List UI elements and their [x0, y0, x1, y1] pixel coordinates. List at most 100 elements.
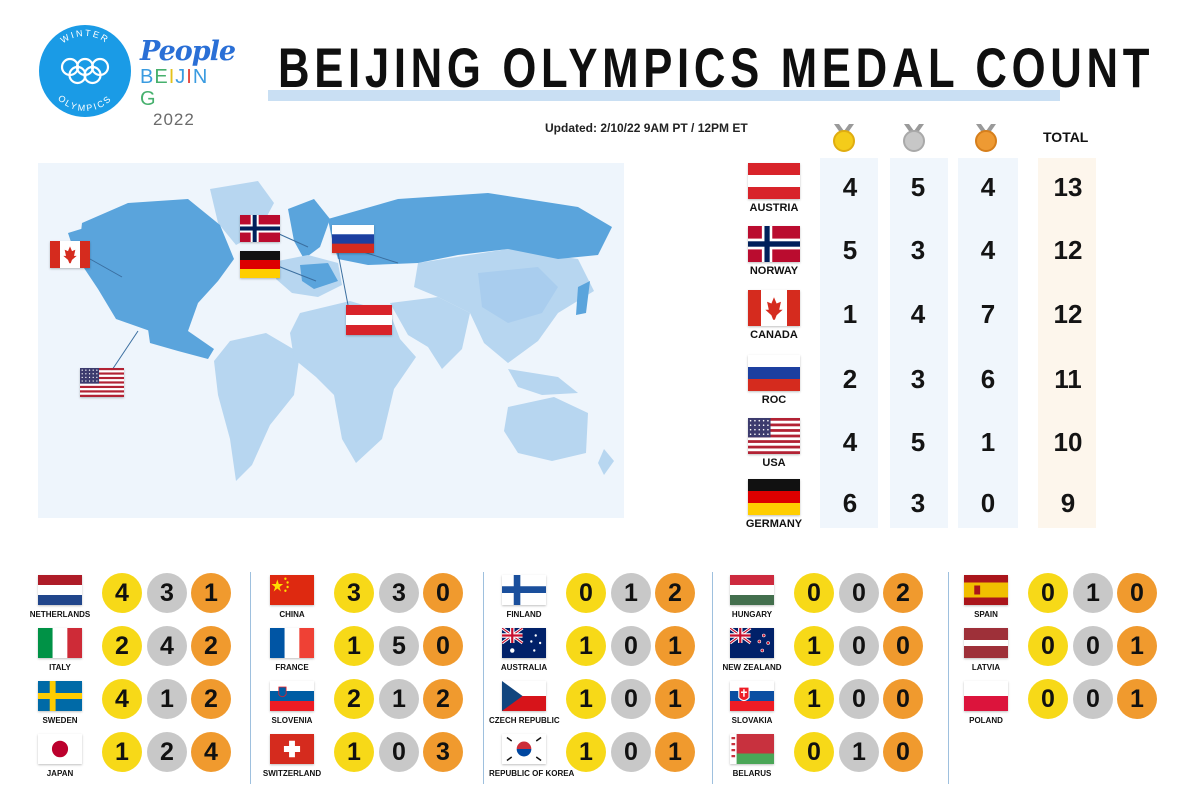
bronze-count-badge: 1 [191, 573, 231, 613]
silver-count: 3 [910, 364, 926, 394]
silver-count-badge: 0 [839, 679, 879, 719]
bronze-column-bg [958, 158, 1018, 528]
silver-count-badge: 1 [611, 573, 651, 613]
beijing-wordmark: BEIJIN G [140, 66, 220, 110]
bronze-count: 4 [980, 235, 996, 265]
gold-count-badge: 4 [102, 679, 142, 719]
bronze-count-badge: 2 [655, 573, 695, 613]
gold-count: 4 [842, 427, 858, 457]
silver-count-badge: 0 [839, 573, 879, 613]
beijing-letter: I [168, 66, 176, 88]
map-flag-austria [346, 305, 392, 335]
gold-count-badge: 0 [794, 732, 834, 772]
map-flag-usa [80, 368, 124, 397]
gold-count-badge: 1 [102, 732, 142, 772]
bronze-count-badge: 2 [191, 626, 231, 666]
bronze-count-badge: 0 [1117, 573, 1157, 613]
beijing-letter: J [175, 66, 187, 88]
country-name: LATVIA [971, 663, 1001, 672]
bronze-count-badge: 2 [883, 573, 923, 613]
flag-icon [240, 215, 280, 242]
gold-count-badge: 0 [794, 573, 834, 613]
country-flag-icon [38, 734, 82, 764]
country-name: SWITZERLAND [262, 769, 322, 778]
total-column-bg [1038, 158, 1096, 528]
country-name: CHINA [279, 610, 305, 619]
bronze-count-badge: 1 [1117, 626, 1157, 666]
country-name: NETHERLANDS [29, 610, 91, 619]
gold-count-badge: 1 [334, 626, 374, 666]
silver-count-badge: 4 [147, 626, 187, 666]
country-flag-icon [748, 418, 800, 454]
bronze-count-badge: 2 [423, 679, 463, 719]
silver-count-badge: 1 [147, 679, 187, 719]
total-header: TOTAL [1043, 129, 1089, 145]
gold-count-badge: 1 [566, 626, 606, 666]
country-flag-icon [748, 226, 800, 262]
beijing-letter: E [154, 66, 169, 88]
country-flag-icon [38, 628, 82, 658]
updated-timestamp: Updated: 2/10/22 9AM PT / 12PM ET [545, 121, 748, 135]
silver-count: 5 [910, 172, 926, 202]
bronze-count-badge: 0 [423, 626, 463, 666]
total-count: 10 [1053, 427, 1083, 457]
silver-count-badge: 0 [611, 732, 651, 772]
gold-count: 4 [842, 172, 858, 202]
gold-count: 5 [842, 235, 858, 265]
gold-count-badge: 1 [334, 732, 374, 772]
bronze-count-badge: 2 [191, 679, 231, 719]
flag-icon [332, 225, 374, 253]
silver-count-badge: 0 [1073, 626, 1113, 666]
silver-count: 4 [910, 299, 926, 329]
country-name: GERMANY [745, 518, 803, 530]
country-flag-icon [502, 734, 546, 764]
title-underline [268, 90, 1060, 101]
country-name: ROC [761, 394, 787, 406]
bronze-count-badge: 0 [423, 573, 463, 613]
silver-count-badge: 5 [379, 626, 419, 666]
silver-count-badge: 0 [611, 626, 651, 666]
bronze-count-badge: 1 [655, 626, 695, 666]
silver-count-badge: 1 [1073, 573, 1113, 613]
map-flag-canada [50, 241, 90, 268]
bronze-count-badge: 1 [655, 732, 695, 772]
column-divider [250, 572, 251, 784]
people-beijing-logo: People BEIJIN G 2022 [140, 36, 236, 130]
country-flag-icon [730, 628, 774, 658]
total-count: 12 [1053, 299, 1083, 329]
gold-count-badge: 2 [334, 679, 374, 719]
beijing-letter: G [140, 88, 157, 110]
beijing-letter: B [140, 66, 155, 88]
country-name: CZECH REPUBLIC [489, 716, 560, 725]
gold-count: 2 [842, 364, 858, 394]
column-divider [948, 572, 949, 784]
flag-icon [346, 305, 392, 335]
olympic-rings-icon [60, 57, 110, 85]
silver-count-badge: 1 [839, 732, 879, 772]
gold-count-badge: 4 [102, 573, 142, 613]
silver-column-bg [890, 158, 948, 528]
column-divider [483, 572, 484, 784]
bronze-count-badge: 4 [191, 732, 231, 772]
silver-count: 3 [910, 488, 926, 518]
silver-count: 3 [910, 235, 926, 265]
gold-count-badge: 1 [566, 679, 606, 719]
gold-count: 6 [842, 488, 858, 518]
gold-count: 1 [842, 299, 858, 329]
gold-column-bg [820, 158, 878, 528]
country-flag-icon [270, 734, 314, 764]
gold-count-badge: 0 [566, 573, 606, 613]
country-name: SWEDEN [42, 716, 78, 725]
country-name: ITALY [49, 663, 71, 672]
people-brand: People [140, 36, 236, 67]
gold-count-badge: 1 [794, 679, 834, 719]
country-flag-icon [502, 628, 546, 658]
country-flag-icon [270, 575, 314, 605]
country-name: SLOVAKIA [731, 716, 773, 725]
country-name: AUSTRIA [749, 202, 799, 214]
beijing-letter: I [186, 66, 193, 88]
country-flag-icon [748, 290, 800, 326]
country-name: NORWAY [749, 265, 799, 277]
flag-icon [80, 368, 124, 397]
country-name: CANADA [750, 329, 798, 341]
